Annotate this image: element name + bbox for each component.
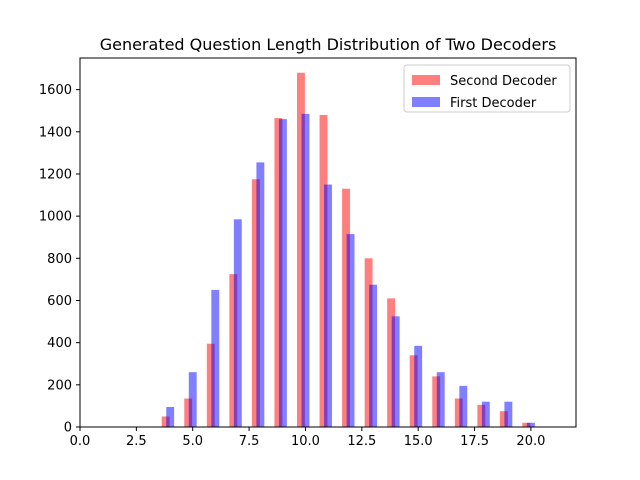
second-decoder-bar [297, 72, 305, 427]
second-decoder-bar [229, 274, 238, 427]
first-decoder-bar [436, 372, 445, 427]
second-decoder-bar [432, 376, 441, 427]
plot-frame [79, 57, 577, 428]
x-tick-label: 2.5 [126, 434, 147, 449]
y-tick-label: 800 [47, 252, 72, 267]
y-tick-label: 400 [47, 336, 72, 351]
first-decoder-bar [459, 385, 468, 427]
second-decoder-bar [274, 118, 283, 427]
second-decoder-bar [206, 343, 215, 427]
y-tick-label: 0 [64, 421, 72, 436]
second-decoder-bar [387, 298, 396, 427]
first-decoder-bar [346, 234, 355, 427]
first-decoder-bar [504, 401, 513, 427]
bars-layer [161, 72, 535, 428]
chart-title: Generated Question Length Distribution o… [100, 35, 557, 54]
y-tick-label: 1600 [39, 83, 72, 98]
second-decoder-bar [454, 398, 463, 427]
second-decoder-bar [342, 188, 350, 427]
second-decoder-bar [251, 179, 260, 427]
first-decoder-bar [414, 345, 423, 427]
first-decoder-bar [233, 219, 242, 427]
x-tick-label: 12.5 [347, 434, 376, 449]
x-tick-label: 7.5 [239, 434, 260, 449]
y-tick-label: 600 [47, 294, 72, 309]
first-decoder-bar [369, 284, 378, 427]
x-tick-label: 10.0 [291, 434, 320, 449]
first-decoder-bar [278, 119, 287, 428]
second-decoder-bar [409, 355, 418, 427]
legend-box [403, 64, 571, 113]
first-decoder-bar [526, 422, 535, 427]
x-tick-label: 0.0 [70, 434, 91, 449]
first-decoder-bar [256, 162, 265, 427]
first-decoder-bar [188, 372, 197, 427]
x-tick-label: 15.0 [404, 434, 433, 449]
axes-layer: 0.0 2.5 5.0 7.5 10.0 12.5 15.0 17.5 20.0 0 200 400 6… [39, 57, 577, 449]
y-tick-label: 1400 [39, 125, 72, 140]
second-decoder-bar [522, 422, 531, 427]
y-tick-label: 200 [47, 378, 72, 393]
first-decoder-bar [211, 289, 220, 427]
x-tick-label: 17.5 [460, 434, 489, 449]
legend: Second Decoder First Decoder [403, 64, 571, 113]
second-decoder-bar [364, 258, 373, 427]
second-decoder-bar [184, 398, 193, 427]
first-decoder-bar [301, 113, 310, 427]
legend-label: Second Decoder [450, 74, 557, 89]
first-decoder-bar [324, 184, 332, 427]
first-decoder-bar [166, 406, 175, 427]
y-tick-label: 1000 [39, 210, 72, 225]
legend-swatch [412, 75, 440, 85]
second-decoder-bar [477, 404, 486, 427]
legend-label: First Decoder [450, 96, 537, 111]
second-decoder-bar [161, 416, 170, 427]
first-decoder-bar [481, 401, 490, 427]
legend-swatch [412, 97, 440, 107]
second-decoder-bar [319, 114, 328, 428]
y-tick-label: 1200 [39, 167, 72, 182]
first-decoder-bar [391, 316, 400, 427]
x-tick-label: 5.0 [182, 434, 203, 449]
second-decoder-bar [499, 411, 508, 427]
x-tick-label: 20.0 [516, 434, 545, 449]
